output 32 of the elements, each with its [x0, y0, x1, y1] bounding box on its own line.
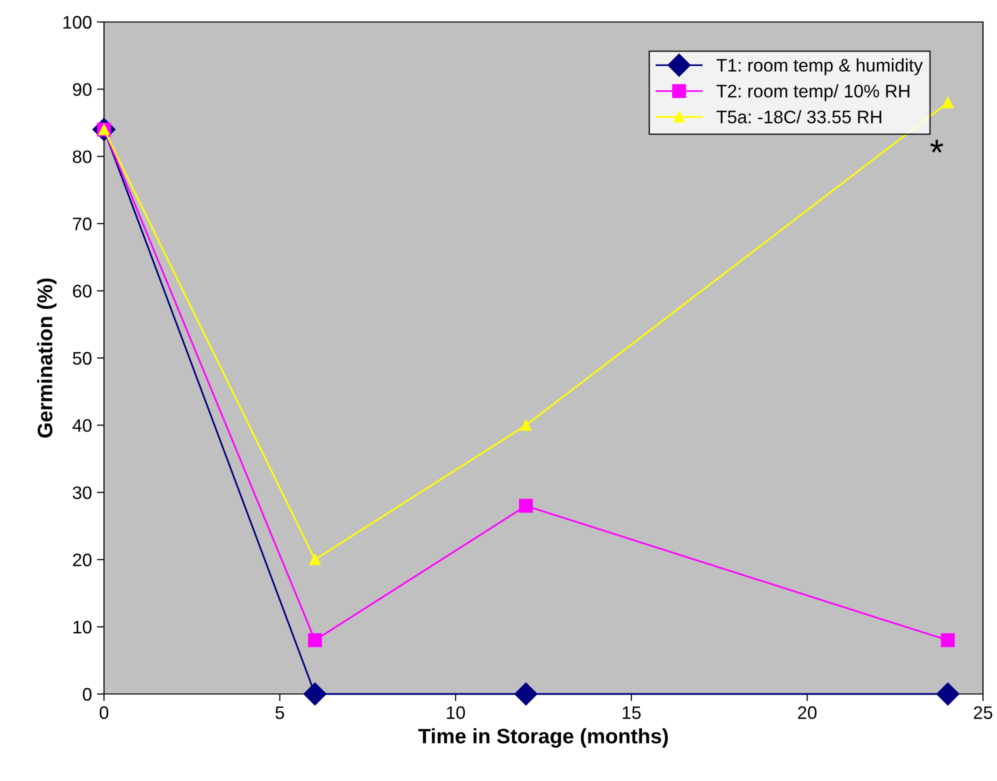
point [942, 97, 954, 108]
legend-label: T5a: -18C/ 33.55 RH [716, 110, 882, 124]
point [514, 682, 538, 706]
annotation: * [930, 140, 944, 153]
legend-label: T1: room temp & humidity [716, 58, 923, 76]
y-tick-label: 60 [73, 284, 92, 298]
y-tick-label: 0 [82, 688, 92, 701]
x-tick-label: 0 [100, 706, 108, 720]
y-tick-label: 20 [73, 554, 92, 566]
y-tick-label: 30 [72, 486, 92, 500]
point [940, 633, 955, 648]
x-tick-label: 20 [798, 706, 817, 720]
y-tick-label: 90 [72, 83, 92, 96]
y-tick-label: 10 [73, 620, 92, 634]
y-tick-label: 40 [72, 419, 92, 432]
point [518, 498, 533, 513]
legend-label: T2: room temp/ 10% RH [716, 84, 910, 102]
point [936, 682, 960, 706]
point [520, 420, 532, 431]
x-tick-label: 25 [974, 706, 992, 720]
x-axis-title: Time in Storage (months) [418, 728, 668, 748]
y-axis-title: Germination (%) [37, 278, 57, 438]
point [309, 554, 321, 566]
x-tick-label: 15 [622, 706, 641, 720]
point [308, 633, 322, 648]
x-tick-label: 5 [276, 706, 284, 720]
y-tick-label: 100 [63, 16, 92, 29]
x-tick-label: 10 [446, 706, 465, 720]
y-tick-label: 80 [72, 150, 92, 164]
y-tick-label: 50 [72, 352, 92, 365]
y-tick-label: 70 [73, 218, 92, 230]
point [303, 682, 326, 706]
